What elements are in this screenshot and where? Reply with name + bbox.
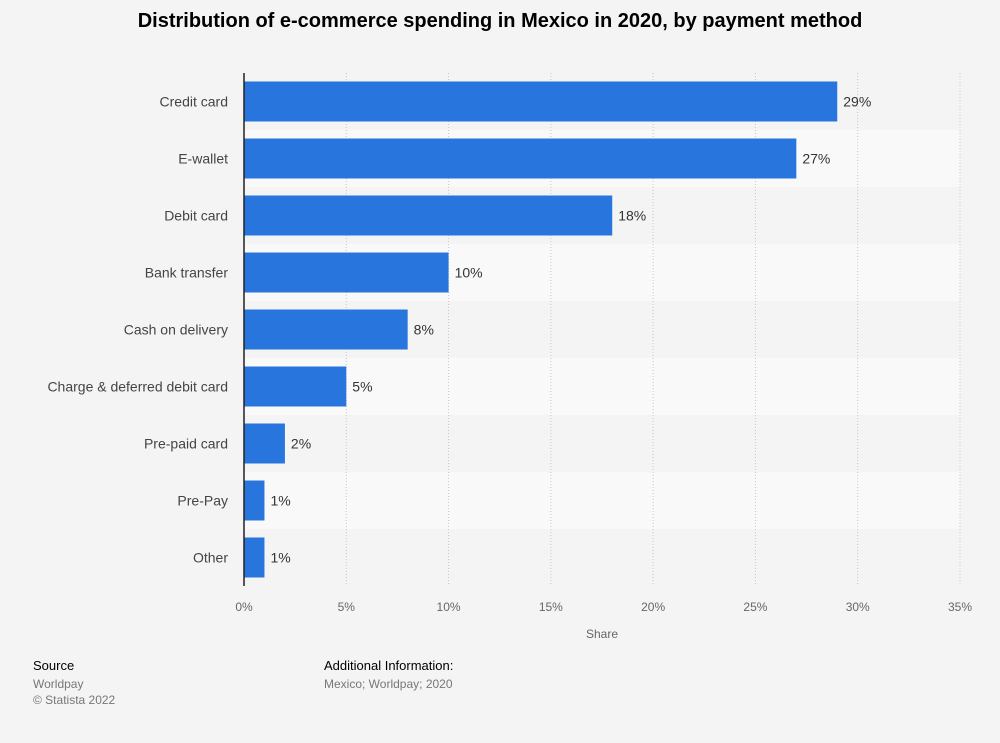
row-band	[244, 472, 960, 529]
x-tick-label: 25%	[743, 600, 767, 614]
x-tick-label: 5%	[338, 600, 356, 614]
bars	[244, 81, 838, 578]
x-tick-label: 20%	[641, 600, 665, 614]
additional-info-block: Additional Information: Mexico; Worldpay…	[324, 658, 453, 692]
value-label: 27%	[802, 151, 830, 167]
category-label: Charge & deferred debit card	[47, 379, 228, 395]
row-band	[244, 415, 960, 472]
x-tick-label: 35%	[948, 600, 972, 614]
source-block: Source Worldpay © Statista 2022	[33, 658, 115, 708]
copyright: © Statista 2022	[33, 693, 116, 707]
x-tick-label: 0%	[235, 600, 253, 614]
category-labels: Credit card E-wallet Debit card Bank transf…	[47, 94, 228, 566]
category-label: E-wallet	[178, 151, 228, 167]
category-label: Credit card	[160, 94, 228, 110]
x-tick-label: 15%	[539, 600, 563, 614]
info-heading: Additional Information:	[324, 658, 454, 673]
x-tick-label: 10%	[437, 600, 461, 614]
value-label: 8%	[414, 322, 434, 338]
bar[interactable]	[244, 309, 408, 350]
x-axis-title: Share	[586, 627, 618, 641]
bar[interactable]	[244, 138, 797, 179]
bar[interactable]	[244, 81, 838, 122]
row-band	[244, 529, 960, 586]
value-label: 2%	[291, 436, 311, 452]
bar[interactable]	[244, 252, 449, 293]
x-axis-ticks: 0% 5% 10% 15% 20% 25% 30% 35%	[235, 600, 972, 614]
value-label: 5%	[352, 379, 372, 395]
value-label: 10%	[455, 265, 483, 281]
category-label: Cash on delivery	[124, 322, 228, 338]
category-label: Bank transfer	[145, 265, 229, 281]
source-name[interactable]: Worldpay	[33, 677, 84, 691]
category-label: Debit card	[164, 208, 228, 224]
value-label: 29%	[843, 94, 871, 110]
row-band	[244, 358, 960, 415]
value-label: 1%	[270, 550, 290, 566]
value-labels: 29% 27% 18% 10% 8% 5% 2% 1% 1%	[270, 94, 871, 566]
category-label: Pre-paid card	[144, 436, 228, 452]
bar[interactable]	[244, 195, 613, 236]
category-label: Other	[193, 550, 228, 566]
bar[interactable]	[244, 480, 265, 521]
value-label: 1%	[270, 493, 290, 509]
info-text: Mexico; Worldpay; 2020	[324, 677, 453, 691]
x-tick-label: 30%	[846, 600, 870, 614]
chart-title: Distribution of e-commerce spending in M…	[137, 10, 863, 32]
value-label: 18%	[618, 208, 646, 224]
bar[interactable]	[244, 537, 265, 578]
source-heading: Source	[33, 658, 75, 673]
bar[interactable]	[244, 366, 347, 407]
bar[interactable]	[244, 423, 285, 464]
category-label: Pre-Pay	[177, 493, 228, 509]
